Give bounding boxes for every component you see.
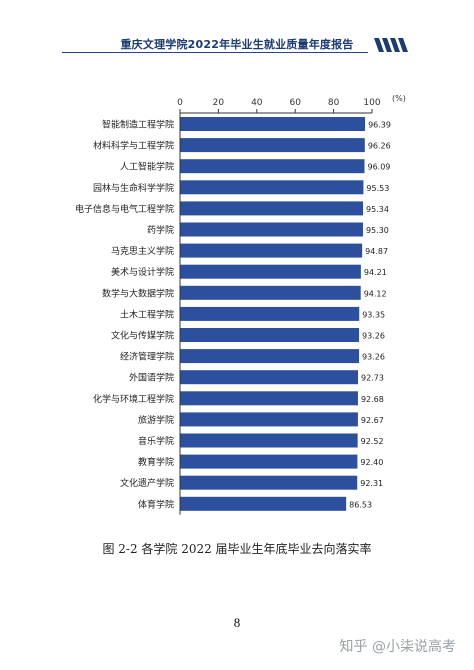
bar xyxy=(180,138,365,153)
bar xyxy=(180,201,364,216)
bar xyxy=(180,222,363,237)
bar xyxy=(180,475,358,490)
bar xyxy=(180,349,360,364)
unit-label: (%) xyxy=(392,94,406,103)
category-label: 化学与环境工程学院 xyxy=(93,393,174,405)
category-label: 电子信息与电气工程学院 xyxy=(75,203,174,215)
category-label: 文化与传媒学院 xyxy=(111,330,174,342)
value-label: 92.31 xyxy=(360,479,383,488)
header-stripes-decoration xyxy=(374,38,408,52)
bar xyxy=(180,496,347,511)
category-label: 音乐学院 xyxy=(138,435,174,447)
bar xyxy=(180,433,358,448)
bar xyxy=(180,306,360,321)
x-tick-label: 0 xyxy=(177,98,183,108)
value-label: 94.87 xyxy=(365,247,388,256)
value-label: 95.30 xyxy=(366,226,389,235)
value-label: 96.26 xyxy=(368,142,391,151)
bar xyxy=(180,412,358,427)
watermark: 知乎 @小柒说高考 xyxy=(339,639,456,655)
x-tick-label: 80 xyxy=(328,98,340,108)
page-header-title: 重庆文理学院2022年毕业生就业质量年度报告 xyxy=(120,38,354,51)
bar xyxy=(180,454,358,469)
page-number: 8 xyxy=(233,615,241,630)
value-label: 92.40 xyxy=(360,458,383,467)
value-label: 96.39 xyxy=(368,121,391,130)
category-label: 马克思主义学院 xyxy=(111,245,174,257)
category-label: 土木工程学院 xyxy=(120,308,174,320)
value-label: 86.53 xyxy=(349,500,372,509)
value-label: 92.73 xyxy=(361,374,384,383)
category-label: 教育学院 xyxy=(138,456,174,468)
value-label: 92.52 xyxy=(361,437,384,446)
x-tick-label: 40 xyxy=(251,98,263,108)
x-tick-label: 100 xyxy=(363,98,380,108)
value-label: 95.34 xyxy=(366,205,389,214)
category-label: 旅游学院 xyxy=(138,414,174,426)
category-label: 智能制造工程学院 xyxy=(102,119,174,131)
value-label: 92.67 xyxy=(361,416,384,425)
value-label: 94.21 xyxy=(364,268,387,277)
category-label: 人工智能学院 xyxy=(120,161,174,173)
bar xyxy=(180,391,358,406)
category-label: 材料科学与工程学院 xyxy=(93,140,174,152)
value-label: 95.53 xyxy=(366,184,389,193)
value-label: 93.26 xyxy=(362,353,385,362)
category-label: 美术与设计学院 xyxy=(111,266,174,278)
bar-chart: 0 20 40 60 80 100 (%) 智能制造工程学院材料科学与工程学院人工智能学院园… xyxy=(75,94,406,515)
bar xyxy=(180,285,361,300)
bar xyxy=(180,159,365,174)
header-rule xyxy=(62,52,368,53)
category-label: 经济管理学院 xyxy=(120,351,174,363)
value-label: 94.12 xyxy=(364,289,387,298)
bar xyxy=(180,264,361,279)
value-label: 92.68 xyxy=(361,395,384,404)
value-label: 96.09 xyxy=(367,163,390,172)
bar xyxy=(180,370,359,385)
category-label: 外国语学院 xyxy=(129,372,174,384)
category-label: 体育学院 xyxy=(138,498,174,510)
bar xyxy=(180,243,363,258)
bar xyxy=(180,180,364,195)
value-label: 93.26 xyxy=(362,332,385,341)
category-label: 文化遗产学院 xyxy=(120,477,174,489)
category-label: 园林与生命科学学院 xyxy=(93,182,174,194)
x-tick-label: 20 xyxy=(213,98,225,108)
bar xyxy=(180,117,366,131)
x-tick-label: 60 xyxy=(289,98,301,108)
category-label: 药学院 xyxy=(147,224,174,236)
bar xyxy=(180,328,360,342)
figure-caption: 图 2-2 各学院 2022 届毕业生年底毕业去向落实率 xyxy=(102,542,372,556)
category-label: 数学与大数据学院 xyxy=(102,287,174,299)
value-label: 93.35 xyxy=(362,310,385,319)
